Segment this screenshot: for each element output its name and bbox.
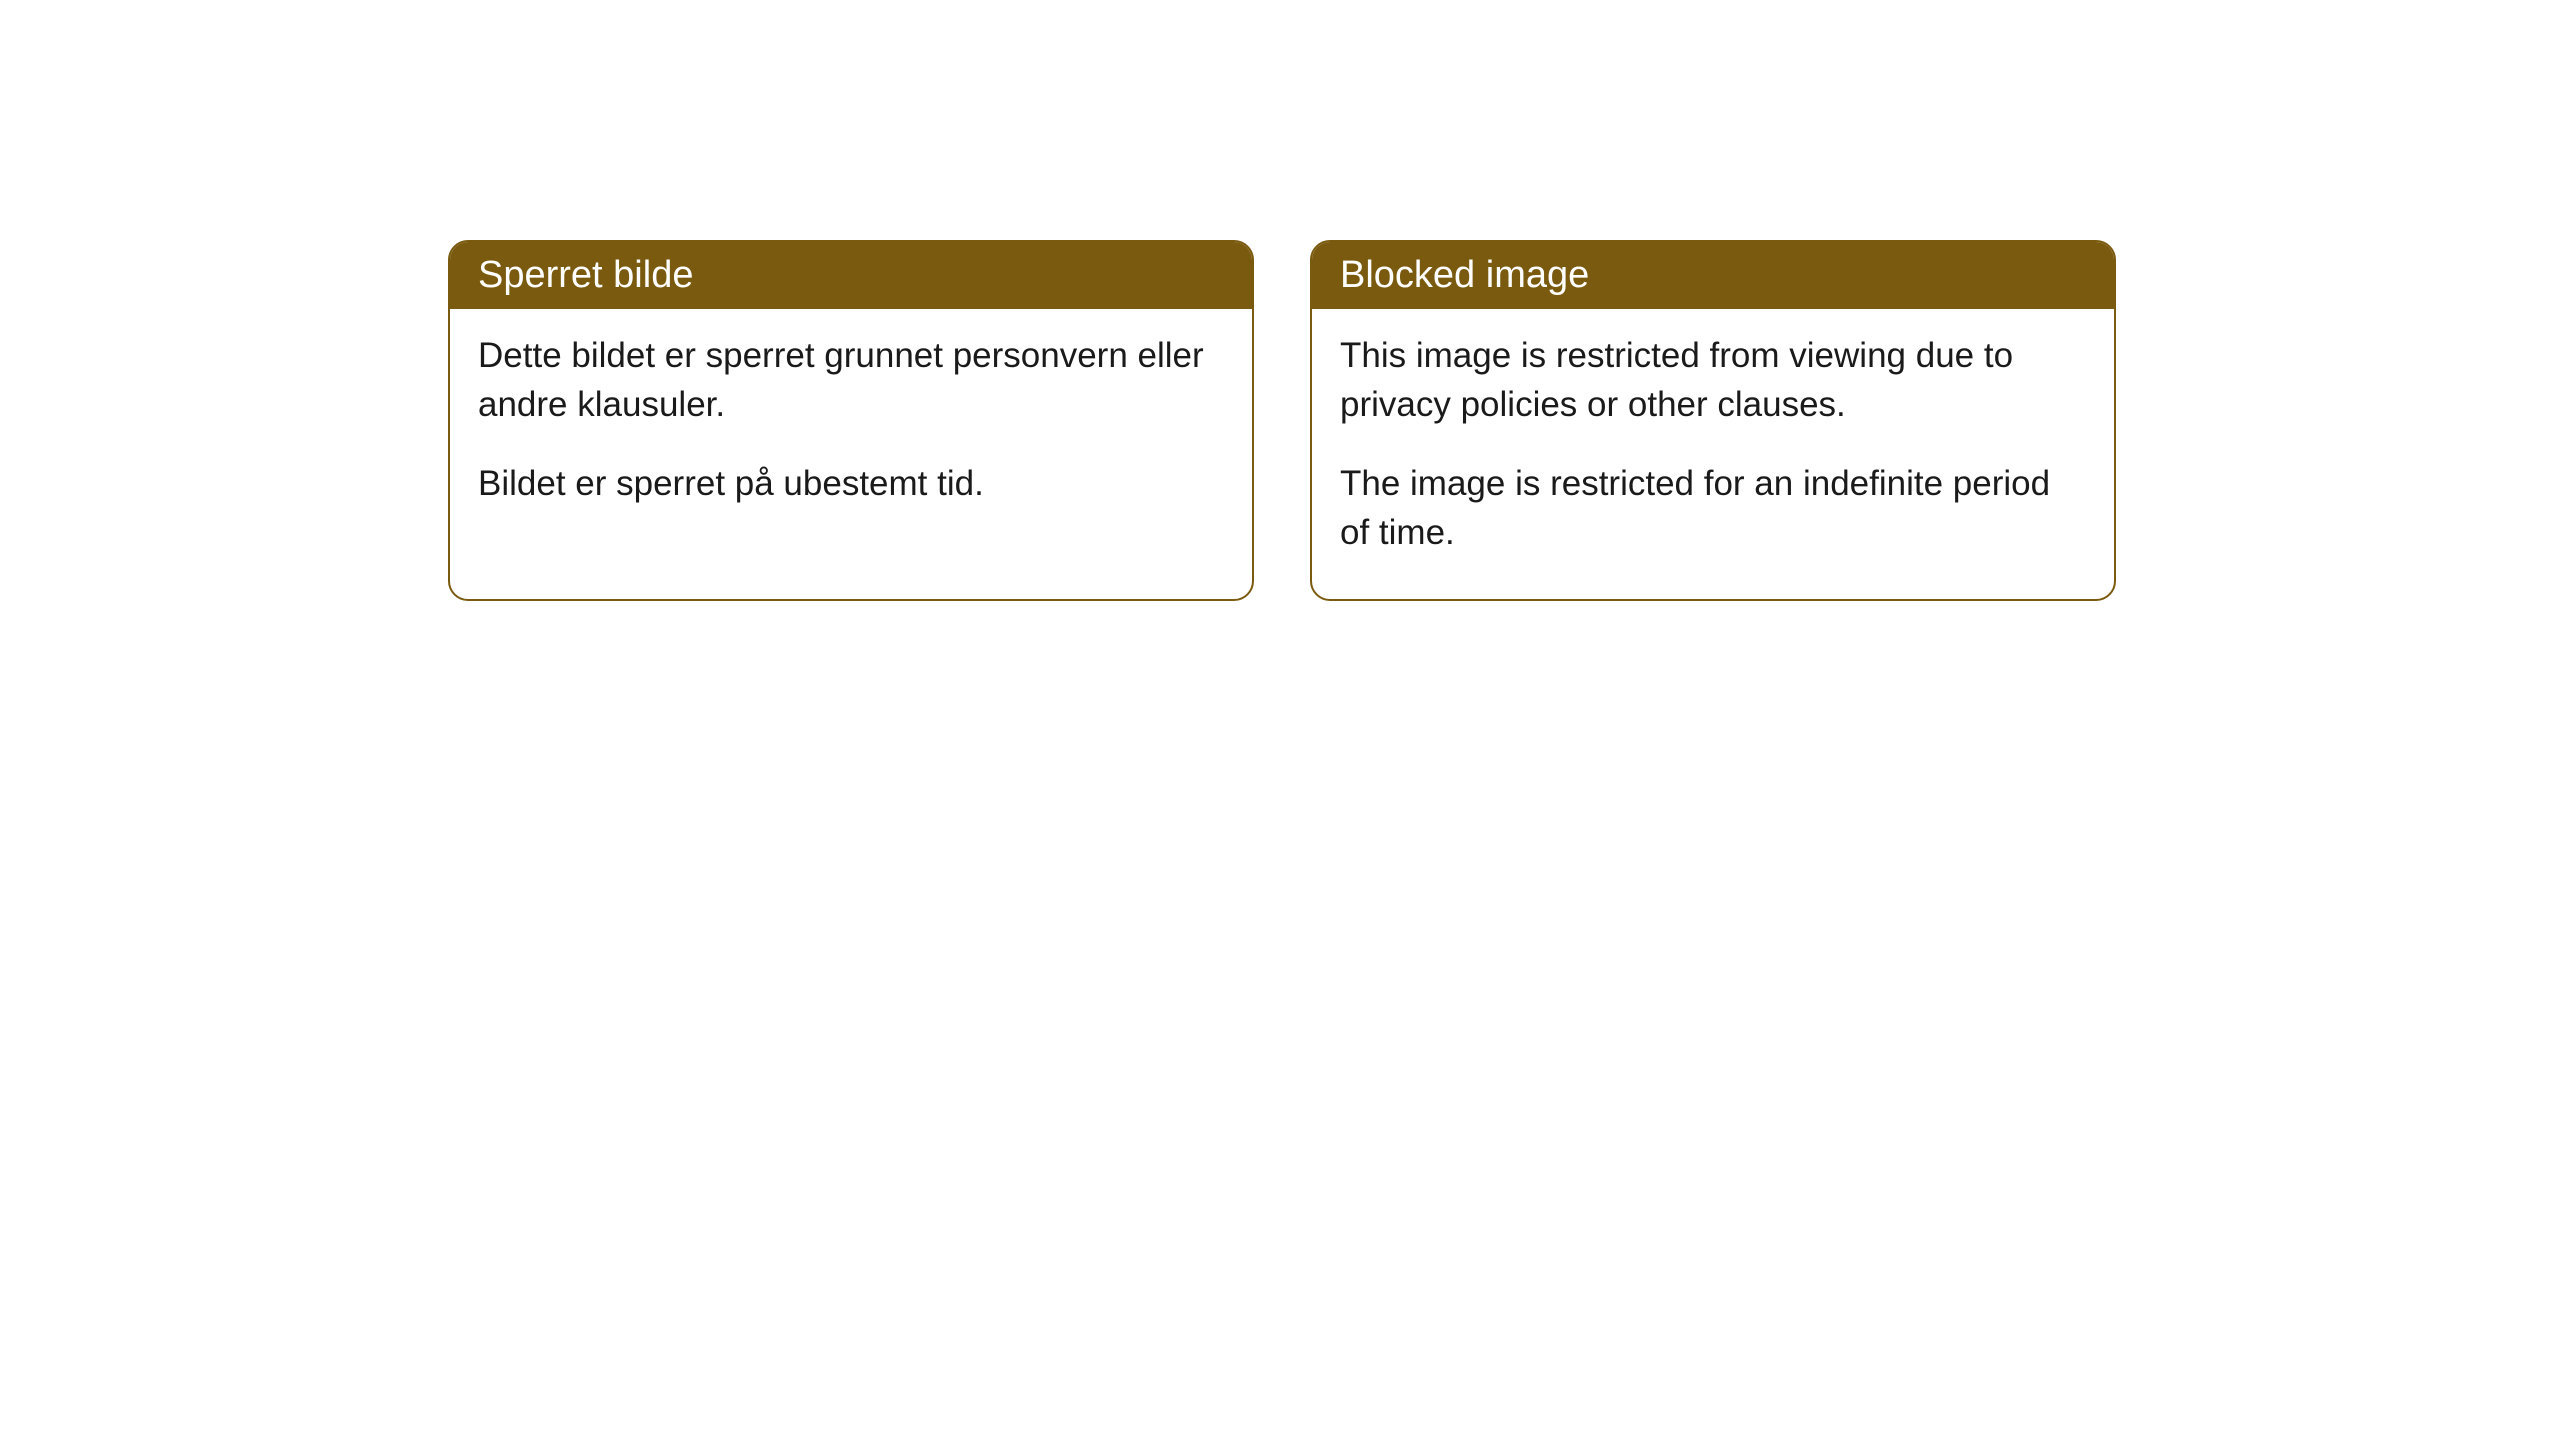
- card-header: Blocked image: [1312, 242, 2114, 309]
- card-paragraph: Dette bildet er sperret grunnet personve…: [478, 331, 1224, 429]
- notice-card-norwegian: Sperret bilde Dette bildet er sperret gr…: [448, 240, 1254, 601]
- card-paragraph: This image is restricted from viewing du…: [1340, 331, 2086, 429]
- card-body: Dette bildet er sperret grunnet personve…: [450, 309, 1252, 550]
- notice-card-english: Blocked image This image is restricted f…: [1310, 240, 2116, 601]
- card-paragraph: Bildet er sperret på ubestemt tid.: [478, 459, 1224, 508]
- card-title: Blocked image: [1340, 254, 1589, 296]
- card-header: Sperret bilde: [450, 242, 1252, 309]
- card-body: This image is restricted from viewing du…: [1312, 309, 2114, 599]
- card-paragraph: The image is restricted for an indefinit…: [1340, 459, 2086, 557]
- card-title: Sperret bilde: [478, 254, 693, 296]
- notice-cards-container: Sperret bilde Dette bildet er sperret gr…: [448, 240, 2560, 601]
